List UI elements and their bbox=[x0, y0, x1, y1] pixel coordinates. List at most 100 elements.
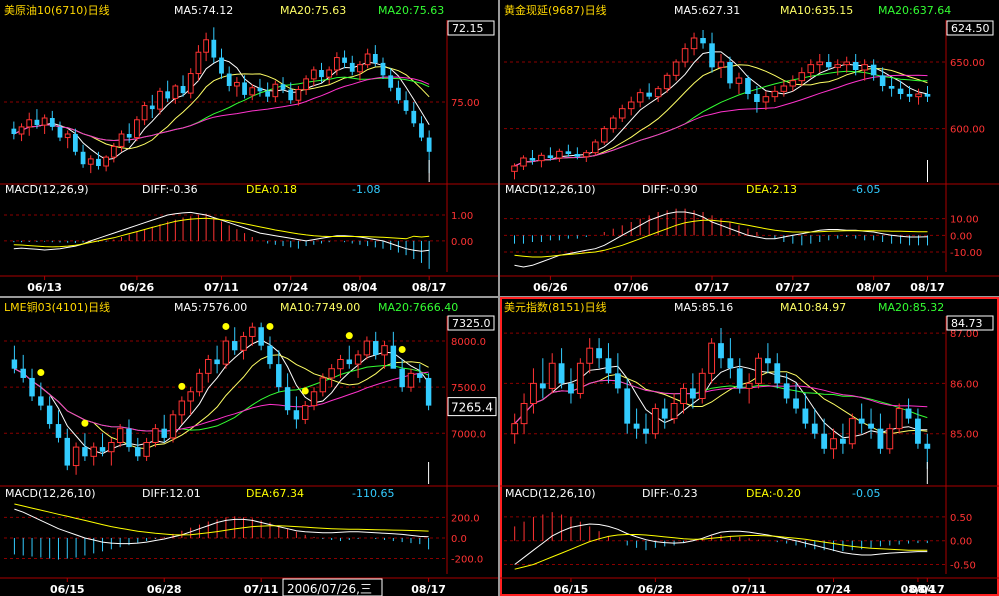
candle-body bbox=[783, 383, 790, 399]
candle-body bbox=[520, 403, 528, 425]
candle-body bbox=[301, 405, 309, 420]
ma-label-3: MA20:637.64 bbox=[878, 4, 951, 17]
ma-label-1: MA5:7576.00 bbox=[174, 301, 247, 314]
candle-body bbox=[72, 446, 80, 467]
candle-body bbox=[258, 327, 264, 346]
candle-body bbox=[399, 368, 405, 388]
x-tick-label: 08/17 bbox=[910, 281, 945, 294]
y-tick-label: 86.00 bbox=[950, 379, 979, 390]
value-box-text: 624.50 bbox=[951, 22, 990, 35]
candle-body bbox=[852, 62, 859, 70]
macd-diff: DIFF:-0.90 bbox=[642, 183, 698, 196]
chart-title: 美原油10(6710)日线 bbox=[4, 3, 110, 17]
candle-body bbox=[905, 408, 912, 419]
candle-body bbox=[126, 428, 132, 448]
candle-body bbox=[328, 368, 335, 379]
price-tag-text: 7265.4 bbox=[451, 401, 493, 415]
candle-body bbox=[187, 391, 194, 402]
candle-body bbox=[103, 156, 110, 167]
value-box bbox=[447, 315, 495, 331]
candle-body bbox=[265, 91, 271, 97]
value-box bbox=[946, 20, 994, 36]
candle-body bbox=[861, 64, 868, 71]
macd-diff-line bbox=[514, 523, 928, 565]
candle-body bbox=[178, 400, 186, 416]
candle-body bbox=[596, 348, 602, 359]
ma-label-1: MA5:85.16 bbox=[674, 301, 733, 314]
candle-body bbox=[858, 418, 865, 424]
candle-body bbox=[226, 73, 232, 86]
candle-body bbox=[357, 64, 363, 73]
chart-panel-4: 美元指数(8151)日线 MA5:85.16 MA10:84.97 MA20:85.3… bbox=[500, 300, 999, 596]
value-box-text: 84.73 bbox=[951, 317, 983, 330]
candle-body bbox=[195, 51, 202, 75]
candle-body bbox=[745, 78, 751, 94]
ma-line-30 bbox=[514, 74, 928, 167]
candle-body bbox=[276, 364, 282, 388]
candle-body bbox=[718, 343, 724, 359]
candle-body bbox=[310, 69, 317, 80]
candle-body bbox=[403, 100, 409, 111]
candle-body bbox=[520, 157, 527, 167]
macd-dea-line bbox=[514, 219, 928, 258]
ma-label-2: MA10:7749.00 bbox=[280, 301, 360, 314]
candle-body bbox=[242, 82, 247, 95]
macd-dea: DEA:67.34 bbox=[246, 487, 304, 500]
value-box-text: 7325.0 bbox=[452, 317, 491, 330]
macd-diff-line bbox=[14, 508, 429, 545]
candle-body bbox=[848, 418, 856, 445]
candle-body bbox=[771, 90, 779, 98]
ma-line-30 bbox=[14, 368, 429, 432]
candle-body bbox=[380, 62, 386, 76]
macd-y-tick: -10.00 bbox=[950, 248, 982, 259]
chart-panel-1: 美原油10(6710)日线 MA5:74.12 MA20:75.63 MA20:75.… bbox=[0, 3, 498, 294]
value-box bbox=[447, 20, 495, 36]
ma-label-1: MA5:627.31 bbox=[674, 4, 740, 17]
candle-body bbox=[172, 85, 179, 99]
chart-panel-3: LME铜03(4101)日线 MA5:7576.00 MA10:7749.00 MA2… bbox=[0, 300, 498, 596]
candle-body bbox=[774, 363, 781, 384]
candle-body bbox=[821, 433, 828, 449]
candle-body bbox=[605, 358, 612, 374]
candle-body bbox=[55, 424, 62, 438]
candle-body bbox=[346, 359, 353, 365]
signal-marker bbox=[178, 382, 186, 390]
candle-body bbox=[663, 74, 671, 90]
macd-dea-line bbox=[13, 217, 430, 248]
candle-body bbox=[755, 357, 762, 384]
macd-dea: DEA:0.18 bbox=[246, 183, 297, 196]
x-tick-label: 08/17 bbox=[910, 583, 945, 596]
candle-body bbox=[381, 345, 388, 356]
candle-body bbox=[830, 438, 837, 450]
x-tick-label: 08/04 bbox=[343, 281, 378, 294]
candle-body bbox=[11, 359, 18, 369]
candle-body bbox=[29, 377, 35, 397]
candle-body bbox=[295, 89, 302, 101]
ma-label-2: MA10:635.15 bbox=[780, 4, 853, 17]
candle-body bbox=[651, 408, 659, 435]
ma-line-30 bbox=[13, 76, 430, 142]
candle-body bbox=[511, 423, 519, 435]
candle-body bbox=[915, 93, 922, 98]
candle-body bbox=[614, 373, 621, 389]
candle-body bbox=[425, 377, 432, 406]
candle-body bbox=[868, 423, 874, 429]
candle-body bbox=[388, 75, 394, 88]
x-tick-label: 06/28 bbox=[638, 583, 673, 596]
candle-body bbox=[407, 372, 415, 388]
candle-body bbox=[745, 382, 753, 389]
candle-body bbox=[586, 347, 594, 364]
candle-body bbox=[257, 87, 263, 92]
candle-body bbox=[568, 383, 574, 394]
candle-body bbox=[530, 382, 537, 405]
value-box bbox=[946, 315, 994, 331]
candle-body bbox=[41, 117, 48, 126]
candle-body bbox=[646, 92, 652, 97]
candle-body bbox=[337, 359, 344, 370]
candle-body bbox=[736, 368, 743, 389]
ma-label-3: MA20:75.63 bbox=[378, 4, 444, 17]
candle-body bbox=[214, 359, 220, 365]
candle-body bbox=[169, 414, 177, 439]
candle-body bbox=[64, 437, 71, 466]
